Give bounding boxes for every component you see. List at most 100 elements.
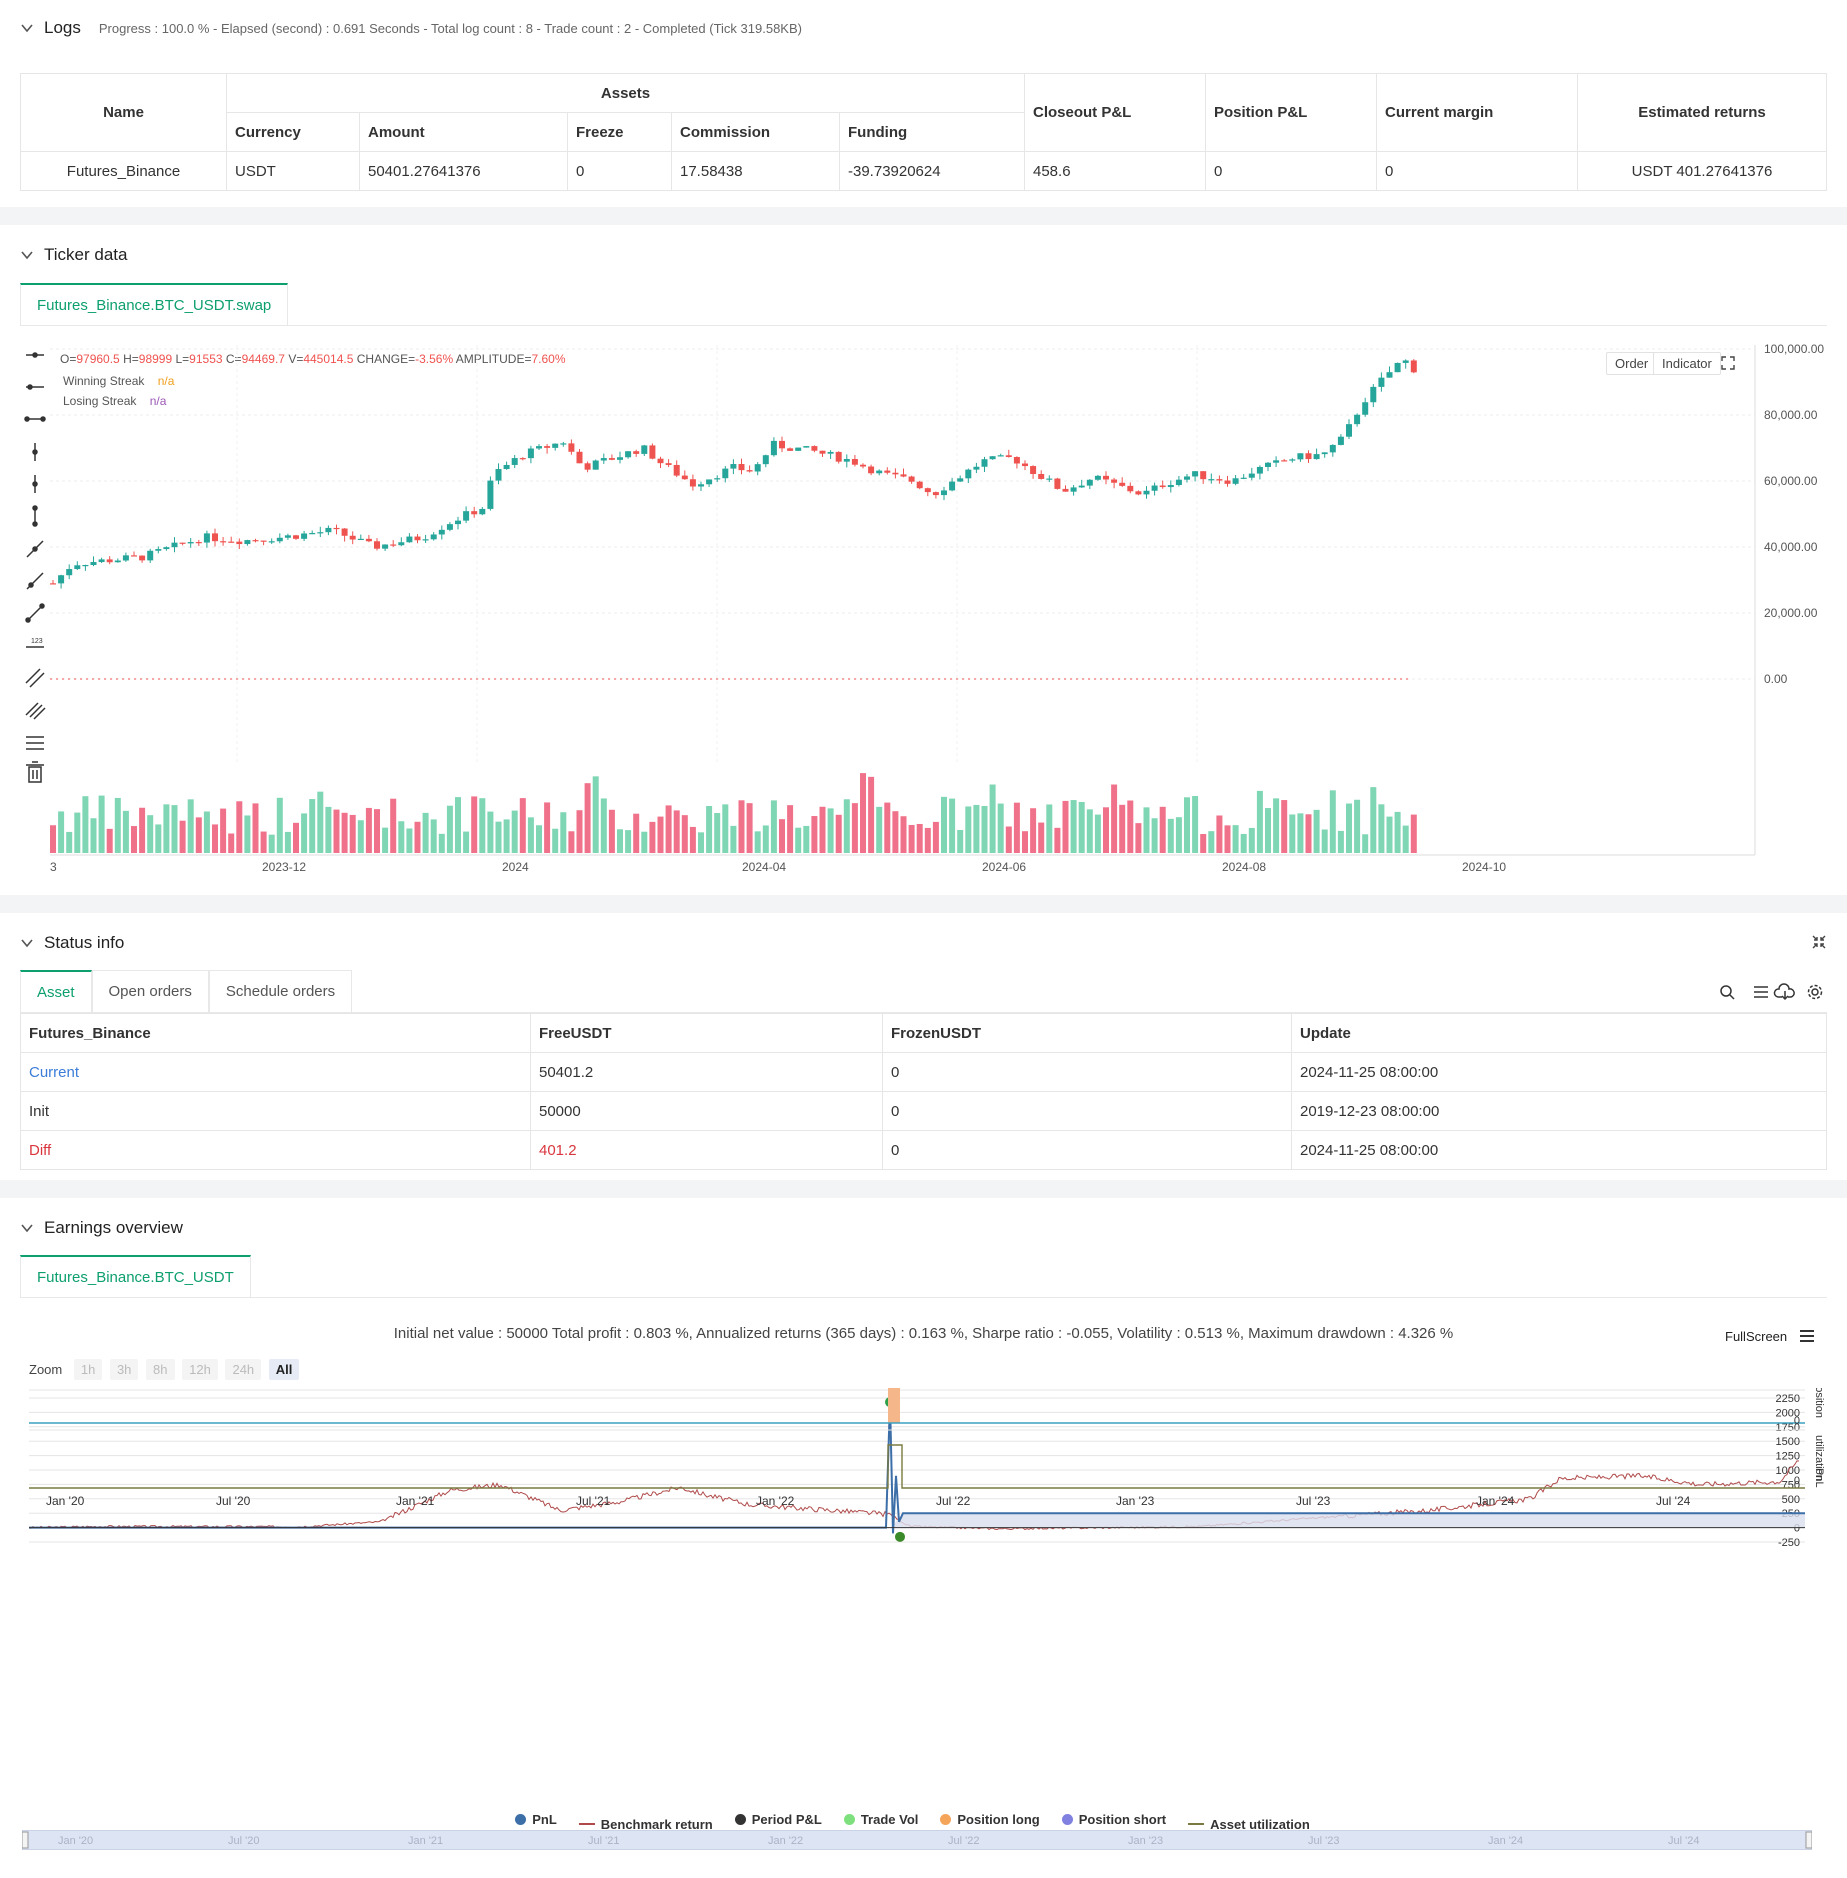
price-label-icon[interactable]: 123 [26,638,44,648]
candle-body [941,490,947,496]
volume-bar [1378,804,1385,853]
volume-bars [50,773,1417,853]
tab-btc-usdt[interactable]: Futures_Binance.BTC_USDT [20,1255,251,1297]
legend-item[interactable]: Trade Vol [843,1812,918,1827]
winning-streak-legend[interactable]: Winning Streak n/a [63,374,175,388]
volume-bar [1151,818,1158,853]
fib-channel-icon[interactable] [25,702,46,720]
volume-bar [851,803,858,853]
legend-item[interactable]: PnL [515,1812,557,1827]
navigator-right-handle[interactable] [1805,1831,1812,1849]
legend-item[interactable]: Benchmark return [578,1817,713,1832]
tab-open-orders[interactable]: Open orders [91,970,209,1012]
position-pl-header: Position P&L [1205,73,1377,152]
candle-body [349,535,356,540]
fullscreen-button[interactable]: FullScreen [1725,1329,1788,1344]
earnings-header[interactable]: Earnings overview [20,1218,183,1238]
update-header: Update [1291,1013,1827,1053]
parallel-channel-icon[interactable] [25,668,45,688]
ticker-header[interactable]: Ticker data [20,245,127,265]
trash-icon[interactable] [26,761,44,783]
logs-header[interactable]: Logs Progress : 100.0 % - Elapsed (secon… [20,18,802,38]
zoom-8h[interactable]: 8h [146,1359,175,1380]
losing-streak-legend[interactable]: Losing Streak n/a [63,394,167,408]
chevron-down-icon[interactable] [20,1221,34,1235]
zoom-24h[interactable]: 24h [225,1359,262,1380]
expand-icon[interactable] [1720,355,1736,371]
horizontal-ray-icon[interactable] [26,384,44,390]
earnings-summary: Initial net value : 50000 Total profit :… [393,1325,1454,1342]
row-current-label[interactable]: Current [20,1052,531,1092]
earnings-time-tick: Jan '21 [396,1494,435,1508]
indicator-button[interactable]: Indicator [1653,352,1721,375]
volume-bar [762,825,769,853]
chevron-down-icon[interactable] [20,936,34,950]
volume-bar [228,833,235,853]
chevron-down-icon[interactable] [20,248,34,262]
volume-bar [924,827,931,853]
volume-bar [1273,798,1280,853]
menu-icon[interactable] [1798,1328,1816,1344]
volume-bar [357,820,364,853]
volume-bar [673,810,680,853]
legend-item[interactable]: Asset utilization [1188,1817,1310,1832]
zoom-12h[interactable]: 12h [182,1359,218,1380]
candle-body [1224,480,1231,484]
candle-body [584,463,591,470]
legend-item[interactable]: Position long [940,1812,1040,1827]
volume-bar [544,802,551,853]
status-header[interactable]: Status info [20,933,124,953]
volume-bar [1086,809,1093,853]
chevron-down-icon[interactable] [20,21,34,35]
time-tick: 2024-06 [982,860,1027,874]
volume-bar [212,824,218,853]
collapse-icon[interactable] [1812,935,1826,949]
tab-schedule-orders[interactable]: Schedule orders [208,970,353,1012]
vertical-segment-icon[interactable] [32,505,38,527]
candle-body [973,466,980,470]
earnings-chart[interactable]: 2250200017501500125010007505002500-250Pn… [0,1388,1847,1788]
candle-body [1167,485,1174,488]
candle-body [1370,386,1377,403]
ray-line-icon[interactable] [26,572,44,590]
zoom-1h[interactable]: 1h [73,1359,103,1380]
zoom-all[interactable]: All [268,1359,300,1380]
candle-body [754,464,761,472]
vertical-ray-icon[interactable] [32,475,38,493]
legend-item[interactable]: Period P&L [734,1812,822,1827]
volume-bar [722,804,729,853]
fib-retracement-icon[interactable] [26,736,44,750]
segment-line-icon[interactable] [25,603,45,623]
tab-asset[interactable]: Asset [20,970,92,1012]
range-navigator[interactable]: Jan '20 Jul '20 Jan '21 Jul '21 Jan '22 Jul '… [22,1830,1812,1850]
candle-body [698,484,704,487]
horizontal-line-icon[interactable] [26,352,44,358]
legend-item[interactable]: Position short [1061,1812,1166,1827]
trend-line-icon[interactable] [26,540,44,558]
status-tabs: Asset Open orders Schedule orders [20,970,1827,1013]
zoom-3h[interactable]: 3h [109,1359,139,1380]
gear-icon[interactable] [1807,984,1823,1000]
horizontal-segment-icon[interactable] [24,416,46,422]
candlestick-chart[interactable] [50,345,1760,865]
candle-body [131,555,137,557]
candles [50,359,1417,589]
volume-bar [301,813,308,853]
tab-btc-usdt-swap[interactable]: Futures_Binance.BTC_USDT.swap [20,283,289,325]
cloud-download-icon[interactable] [1773,983,1795,1001]
volume-bar [203,811,210,853]
candle-body [1265,462,1271,467]
vertical-line-icon[interactable] [32,443,38,461]
search-icon[interactable] [1720,985,1735,1000]
volume-bar [1200,834,1207,853]
volume-bar [665,805,672,853]
candle-body [552,443,559,448]
table-row: Diff 401.2 0 2024-11-25 08:00:00 [20,1130,1827,1170]
candle-body [1297,453,1304,460]
volume-bar [122,810,129,853]
volume-bar [779,819,785,853]
pnl-tick: 500 [1782,1494,1800,1506]
list-icon[interactable] [1754,986,1768,998]
candle-body [1103,475,1109,480]
navigator-left-handle[interactable] [22,1831,29,1849]
